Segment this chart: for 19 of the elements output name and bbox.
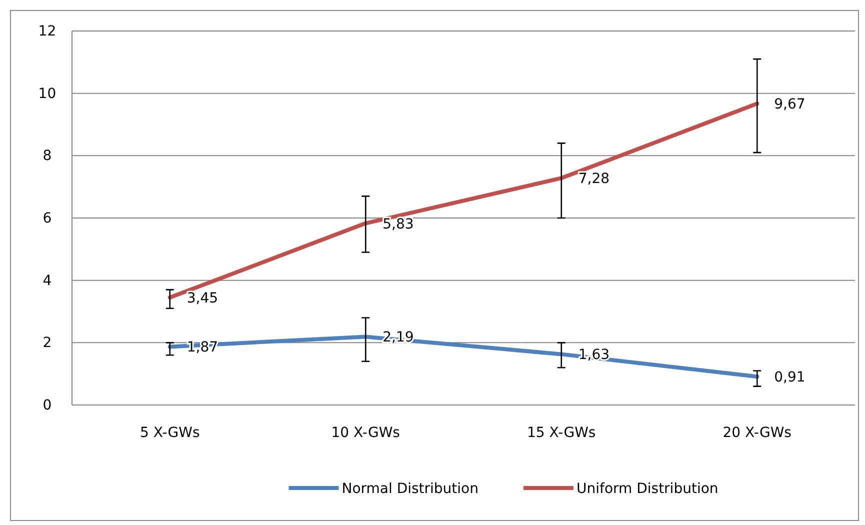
y-tick-label: 8 <box>42 148 52 164</box>
y-tick-label: 0 <box>42 397 52 414</box>
data-label: 9,67 <box>774 96 806 113</box>
data-label: 7,28 <box>578 171 610 188</box>
data-label: 3,45 <box>186 290 218 306</box>
y-tick-label: 4 <box>42 272 52 289</box>
legend-label: Uniform Distribution <box>576 481 718 497</box>
y-tick-label: 6 <box>42 210 52 226</box>
y-tick-label: 12 <box>38 23 56 40</box>
y-tick-label: 10 <box>38 86 56 102</box>
x-tick-label: 20 X-GWs <box>722 424 792 441</box>
data-label: 5,83 <box>382 216 414 232</box>
legend-label: Normal Distribution <box>342 481 478 497</box>
x-tick-label: 5 X-GWs <box>140 424 200 441</box>
data-label: 0,91 <box>774 370 806 386</box>
y-tick-label: 2 <box>42 335 52 352</box>
x-tick-label: 15 X-GWs <box>527 424 596 441</box>
data-label: 2,19 <box>382 330 414 346</box>
x-tick-label: 10 X-GWs <box>331 424 400 441</box>
